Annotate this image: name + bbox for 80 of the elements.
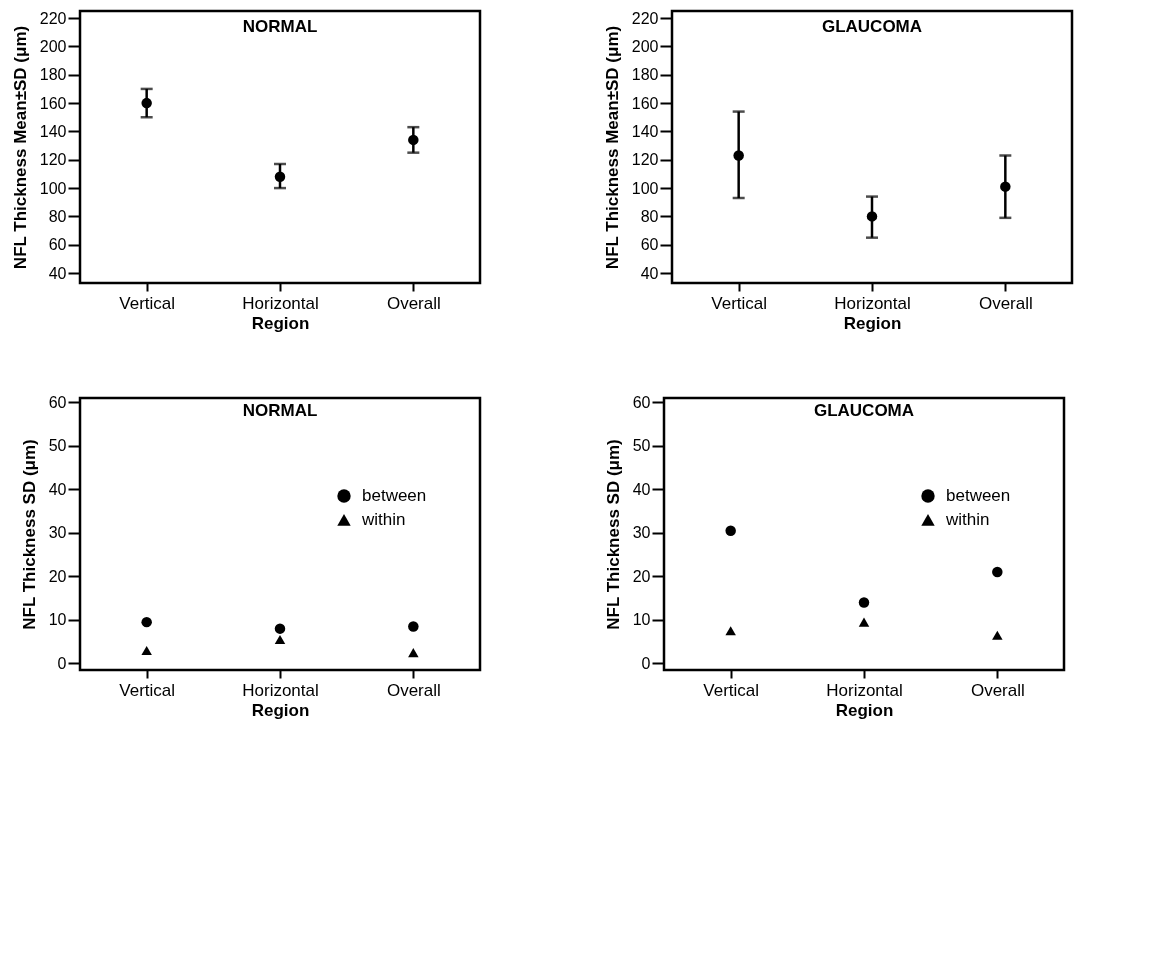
y-tick-label: 180 <box>631 66 659 84</box>
y-tick-label: 0 <box>57 654 67 672</box>
point <box>408 648 419 658</box>
y-tick-label: 140 <box>39 122 67 140</box>
x-tick-label: Overall <box>386 680 441 700</box>
y-axis-title: NFL Thickness Mean±SD (μm) <box>602 25 622 270</box>
y-tick-label: 120 <box>39 151 67 169</box>
chart-title: GLAUCOMA <box>821 17 923 37</box>
y-tick-label: 20 <box>632 567 651 585</box>
y-tick-label: 200 <box>631 37 659 55</box>
y-tick-label: 140 <box>631 122 659 140</box>
point <box>858 617 870 627</box>
point <box>408 134 419 146</box>
y-tick-label: 30 <box>632 524 651 542</box>
y-tick-label: 40 <box>632 480 651 498</box>
y-axis-title: NFL Thickness Mean±SD (μm) <box>10 25 30 270</box>
x-axis-title: Region <box>835 700 894 720</box>
point <box>725 525 736 536</box>
point <box>141 616 152 628</box>
y-tick-label: 200 <box>39 37 67 55</box>
x-axis-title: Region <box>251 313 310 333</box>
y-tick-label: 120 <box>631 151 659 169</box>
y-axis-title: NFL Thickness SD (μm) <box>603 439 623 630</box>
point <box>858 597 870 608</box>
x-tick-label: Vertical <box>119 680 176 700</box>
point <box>992 630 1003 640</box>
y-tick-label: 60 <box>640 236 659 254</box>
y-tick-label: 80 <box>640 207 659 225</box>
y-tick-label: 10 <box>632 611 651 629</box>
y-tick-label: 160 <box>39 94 67 112</box>
x-tick-label: Overall <box>970 680 1025 700</box>
y-tick-label: 40 <box>640 264 659 282</box>
y-tick-label: 50 <box>632 437 651 455</box>
legend-label: between <box>362 485 427 505</box>
y-tick-label: 40 <box>48 264 67 282</box>
x-tick-label: Vertical <box>703 680 760 700</box>
point <box>141 645 152 655</box>
point <box>992 566 1003 578</box>
y-tick-label: 0 <box>641 654 651 672</box>
point <box>274 171 286 182</box>
x-tick-label: Horizontal <box>834 293 911 313</box>
point <box>725 626 736 636</box>
x-tick-label: Horizontal <box>826 680 903 700</box>
legend-label: within <box>361 509 406 529</box>
y-tick-label: 10 <box>48 611 67 629</box>
x-tick-label: Overall <box>978 293 1033 313</box>
y-tick-label: 30 <box>48 524 67 542</box>
y-tick-label: 50 <box>48 437 67 455</box>
point <box>408 621 419 632</box>
y-tick-label: 220 <box>39 9 67 27</box>
chart-title: NORMAL <box>242 401 318 421</box>
x-tick-label: Vertical <box>711 293 768 313</box>
point <box>141 97 152 109</box>
chart-title: NORMAL <box>242 17 318 37</box>
x-tick-label: Vertical <box>119 293 176 313</box>
y-tick-label: 40 <box>48 480 67 498</box>
y-axis-title: NFL Thickness SD (μm) <box>19 439 39 630</box>
legend-label: within <box>945 509 990 529</box>
x-axis-title: Region <box>251 700 310 720</box>
point <box>274 634 286 645</box>
point <box>1000 181 1011 192</box>
y-tick-label: 100 <box>631 179 659 197</box>
y-tick-label: 60 <box>48 393 67 411</box>
point <box>733 150 744 161</box>
y-tick-label: 80 <box>48 207 67 225</box>
chart-title: GLAUCOMA <box>813 401 915 421</box>
x-tick-label: Horizontal <box>242 680 319 700</box>
x-tick-label: Horizontal <box>242 293 319 313</box>
y-tick-label: 180 <box>39 66 67 84</box>
x-tick-label: Overall <box>386 293 441 313</box>
y-tick-label: 60 <box>632 393 651 411</box>
y-tick-label: 20 <box>48 567 67 585</box>
point <box>866 211 878 222</box>
point <box>274 623 286 634</box>
x-axis-title: Region <box>843 313 902 333</box>
y-tick-label: 60 <box>48 236 67 254</box>
y-tick-label: 220 <box>631 9 659 27</box>
y-tick-label: 160 <box>631 94 659 112</box>
legend-label: between <box>946 485 1011 505</box>
y-tick-label: 100 <box>39 179 67 197</box>
